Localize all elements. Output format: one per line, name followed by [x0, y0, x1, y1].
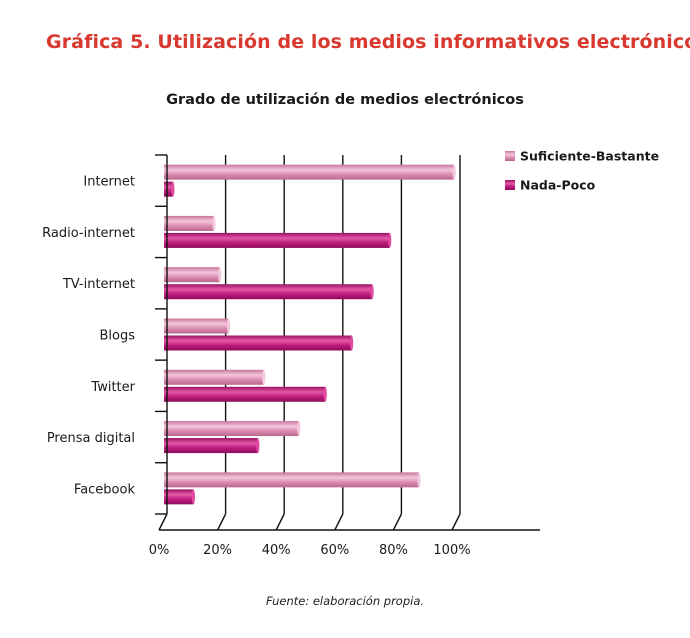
grid-lines	[216, 155, 461, 531]
bars	[164, 164, 456, 505]
bar-nada-poco	[164, 232, 390, 248]
legend-label: Nada-Poco	[520, 178, 596, 193]
bar-nada-poco	[164, 489, 194, 505]
bar-suficiente-bastante	[164, 215, 214, 231]
labels: Internet Radio-internet TV-internet Blogs Tw…	[42, 175, 470, 558]
bar-cap	[256, 438, 260, 454]
bar-cap	[452, 164, 456, 180]
bar-suficiente-bastante	[164, 369, 264, 385]
source-note: Fuente: elaboración propia.	[265, 594, 425, 608]
y-axis-foot	[158, 513, 168, 531]
category-label: TV-internet	[62, 277, 135, 292]
legend-swatch	[505, 151, 515, 161]
chart-title: Grado de utilización de medios electróni…	[166, 92, 524, 108]
bar-cap	[388, 232, 392, 248]
grid-line-foot	[275, 513, 285, 531]
grid-line-foot	[451, 513, 461, 531]
bar-suficiente-bastante	[164, 267, 220, 283]
x-tick-label: 40%	[262, 543, 291, 558]
bar-cap	[349, 335, 354, 351]
bar-nada-poco	[164, 181, 173, 197]
x-tick-label: 0%	[149, 543, 170, 558]
bar-nada-poco	[164, 438, 258, 454]
bar-cap	[417, 472, 421, 488]
bar-cap	[191, 489, 195, 505]
bar-cap	[370, 284, 374, 300]
bar-nada-poco	[164, 284, 373, 300]
grid-line-foot	[334, 513, 344, 531]
legend: Suficiente-Bastante Nada-Poco	[505, 149, 659, 193]
bar-nada-poco	[164, 386, 326, 402]
bar-cap	[262, 369, 266, 385]
x-tick-label: 20%	[203, 543, 232, 558]
bar-suficiente-bastante	[164, 472, 419, 488]
bar-cap	[226, 318, 231, 334]
category-label: Prensa digital	[47, 431, 135, 446]
bar-suficiente-bastante	[164, 318, 229, 334]
bar-suficiente-bastante	[164, 164, 455, 180]
bar-cap	[297, 421, 301, 437]
x-tick-label: 100%	[433, 543, 470, 558]
category-label: Radio-internet	[42, 226, 135, 241]
figure-title: Gráfica 5. Utilización de los medios inf…	[46, 31, 690, 53]
bar-cap	[212, 215, 216, 231]
category-label: Facebook	[74, 482, 136, 497]
bar-nada-poco	[164, 335, 352, 351]
bar-suficiente-bastante	[164, 421, 299, 437]
bar-cap	[323, 386, 327, 402]
axes	[155, 154, 540, 531]
x-tick-label: 60%	[320, 543, 349, 558]
legend-swatch	[505, 180, 515, 190]
category-label: Internet	[83, 175, 135, 190]
category-label: Twitter	[90, 380, 135, 395]
bar-cap	[171, 181, 175, 197]
category-label: Blogs	[99, 329, 135, 344]
bar-cap	[218, 267, 222, 283]
grid-line-foot	[216, 513, 227, 531]
x-tick-label: 80%	[379, 543, 408, 558]
grid-line-foot	[392, 513, 403, 531]
legend-label: Suficiente-Bastante	[520, 149, 659, 164]
